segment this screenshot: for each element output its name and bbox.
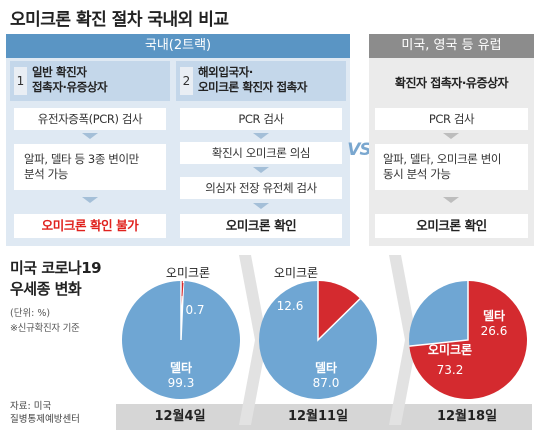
foreign-header: 미국, 영국 등 유럽: [369, 34, 534, 58]
pie-1-delta-value: 99.3: [168, 376, 195, 390]
pie-1-omicron-value: 0.7: [185, 303, 204, 317]
pie-2-divider: [317, 281, 361, 342]
track-1-header: 1 일반 확진자 접촉자·유증상자: [10, 61, 170, 101]
pie-2-omicron-value: 12.6: [277, 299, 304, 313]
foreign-arrow-2: [443, 197, 459, 203]
date-label-3: 12월18일: [436, 409, 498, 424]
pie-3-delta-name: 델타: [483, 308, 505, 323]
pie-2-delta-value: 87.0: [313, 376, 340, 390]
date-band: [116, 404, 532, 430]
track-1-number: 1: [14, 67, 27, 95]
pie-1-omicron-leader-line: [181, 282, 184, 297]
unit-note: (단위: %): [10, 308, 51, 319]
foreign-pcr-step: PCR 검사: [375, 108, 528, 130]
date-label-1: 12월4일: [154, 409, 206, 424]
pie-3-delta-value: 26.6: [481, 324, 508, 338]
track-2-number: 2: [180, 67, 193, 95]
domestic-panel: 국내(2트랙) 1 일반 확진자 접촉자·유증상자 2 해외입국자· 오미크론 …: [6, 34, 350, 246]
pie-3-omicron-name: 오미크론: [428, 342, 472, 357]
domestic-header: 국내(2트랙): [6, 34, 350, 58]
foreign-panel: 미국, 영국 등 유럽 확진자 접촉자·유증상자 PCR 검사 알파, 델타, …: [369, 34, 534, 246]
track-1-variant-step: 알파, 델타 등 3종 변이만 분석 가능: [14, 144, 166, 190]
pie-3-delta-slice: [409, 281, 468, 347]
track-1-pcr-step: 유전자증폭(PCR) 검사: [14, 108, 166, 130]
pie-3-divider: [409, 281, 469, 347]
foreign-variant-step: 알파, 델타, 오미크론 변이 동시 분석 가능: [375, 144, 528, 190]
track-2-suspect-step: 확진시 오미크론 의심: [180, 142, 342, 164]
vs-label: VS: [347, 140, 371, 160]
pie-1-omicron-name: 오미크론: [166, 266, 210, 280]
track-2-result: 오미크론 확인: [180, 214, 342, 238]
track-2-header: 2 해외입국자· 오미크론 확진자 접촉자: [176, 61, 346, 101]
track-2-arrow-1: [253, 133, 269, 139]
track-1-result: 오미크론 확인 불가: [14, 214, 166, 238]
pie-2-delta-name: 델타: [315, 360, 337, 375]
source-note: 자료: 미국 질병통제예방센터: [10, 401, 80, 425]
foreign-result: 오미크론 확인: [375, 214, 528, 238]
track-1-arrow-1: [82, 133, 98, 139]
pie-2-omicron-slice: [318, 281, 361, 340]
foreign-group-label: 확진자 접촉자·유증상자: [394, 76, 509, 90]
track-1-label: 일반 확진자 접촉자·유증상자: [32, 65, 108, 94]
track-2-arrow-2: [253, 167, 269, 173]
page-title: 오미크론 확진 절차 국내외 비교: [10, 10, 229, 30]
track-2-pcr-step: PCR 검사: [180, 108, 342, 130]
track-1-arrow-2: [82, 197, 98, 203]
track-2-genome-step: 의심자 전장 유전체 검사: [180, 177, 342, 199]
track-2-label: 해외입국자· 오미크론 확진자 접촉자: [198, 65, 308, 94]
date-label-2: 12월11일: [287, 409, 349, 424]
pie-3-omicron-value: 73.2: [437, 363, 464, 377]
foreign-arrow-1: [443, 133, 459, 139]
pie-1-divider: [180, 281, 185, 341]
basis-note: ※신규확진자 기준: [10, 323, 80, 334]
pie-1-delta-name: 델타: [170, 360, 192, 375]
variant-chart-title: 미국 코로나19 우세종 변화: [10, 259, 102, 298]
pie-2-omicron-name: 오미크론: [274, 266, 318, 280]
track-2-arrow-3: [253, 203, 269, 209]
